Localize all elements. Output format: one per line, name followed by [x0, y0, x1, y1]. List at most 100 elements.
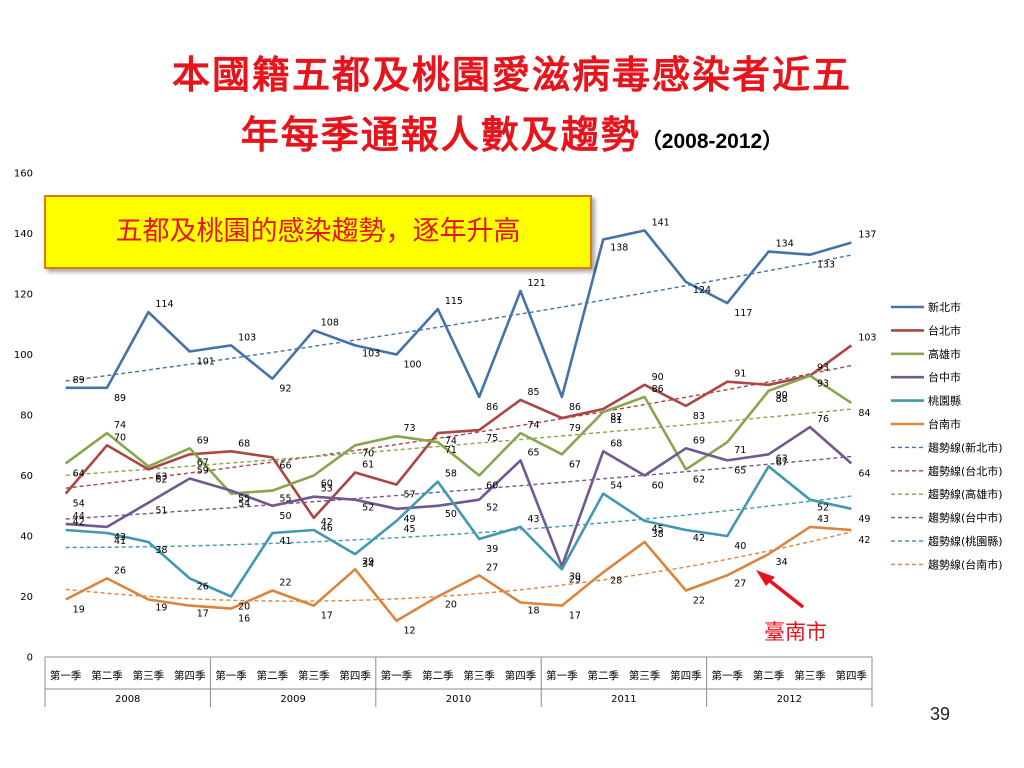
x-tick-label: 第四季: [670, 669, 702, 682]
data-label: 12: [403, 626, 415, 637]
data-label: 17: [569, 611, 581, 622]
legend-label: 趨勢線(高雄市): [928, 487, 1003, 501]
data-label: 49: [403, 514, 415, 525]
data-label: 27: [486, 562, 498, 573]
series-line: [65, 229, 852, 399]
data-label: 92: [279, 384, 291, 395]
data-label: 18: [528, 606, 540, 617]
trendline: [65, 495, 852, 549]
data-label: 74: [528, 420, 540, 431]
data-label: 34: [362, 559, 374, 570]
y-tick-label: 40: [20, 532, 33, 543]
data-label: 86: [486, 402, 498, 413]
data-label: 41: [279, 536, 291, 547]
arrow-head: [756, 570, 775, 586]
annotation-arrow: [756, 570, 805, 609]
data-label: 137: [858, 230, 876, 241]
data-label: 22: [279, 577, 291, 588]
data-label: 93: [817, 379, 829, 390]
data-label: 84: [858, 408, 870, 419]
data-label: 62: [693, 474, 705, 485]
data-label: 20: [445, 600, 457, 611]
data-label: 54: [238, 499, 250, 510]
data-label: 83: [693, 411, 705, 422]
legend-label: 新北市: [928, 300, 961, 314]
legend-label: 台北市: [928, 323, 961, 337]
x-tick-label: 第二季: [422, 669, 454, 682]
y-tick-label: 60: [20, 471, 33, 482]
data-label: 68: [238, 438, 250, 449]
data-label: 52: [362, 503, 374, 514]
data-label: 42: [321, 517, 333, 528]
data-label: 46: [321, 523, 333, 534]
slide-title-line1: 本國籍五都及桃園愛滋病毒感染者近五: [171, 52, 852, 97]
x-tick-label: 第三季: [133, 669, 165, 682]
data-label: 124: [693, 285, 711, 296]
data-label: 52: [817, 503, 829, 514]
data-label: 45: [403, 524, 415, 535]
x-tick-label: 第四季: [836, 669, 868, 682]
data-label: 100: [403, 360, 421, 371]
data-label: 67: [569, 459, 581, 470]
data-label: 39: [486, 544, 498, 555]
data-label: 93: [817, 363, 829, 374]
x-tick-label: 第四季: [339, 669, 371, 682]
data-label: 85: [528, 387, 540, 398]
y-tick-label: 120: [14, 290, 33, 301]
legend-label: 趨勢線(台北市): [928, 464, 1003, 478]
data-label: 65: [528, 447, 540, 458]
data-label: 57: [403, 490, 415, 501]
data-label: 50: [279, 511, 291, 522]
data-label: 26: [114, 565, 126, 576]
x-tick-label: 第一季: [50, 669, 82, 682]
legend-label: 趨勢線(台南市): [928, 557, 1003, 571]
year-label: 2012: [777, 694, 802, 705]
data-label: 103: [858, 332, 876, 343]
data-label: 42: [858, 535, 870, 546]
data-label: 108: [321, 317, 339, 328]
data-label: 74: [445, 436, 457, 447]
series-line: [64, 344, 853, 520]
data-label: 29: [569, 574, 581, 585]
x-tick-label: 第三季: [298, 669, 330, 682]
legend-label: 趨勢線(新北市): [928, 440, 1003, 454]
data-label: 62: [155, 474, 167, 485]
data-label: 50: [445, 509, 457, 520]
data-label: 73: [403, 423, 415, 434]
data-label: 43: [114, 532, 126, 543]
data-label: 67: [197, 457, 209, 468]
data-label: 134: [776, 239, 794, 250]
data-label: 86: [652, 384, 664, 395]
x-tick-label: 第二季: [753, 669, 785, 682]
data-label: 60: [486, 481, 498, 492]
x-tick-label: 第三季: [463, 669, 495, 682]
slide-title-line2: 年每季通報人數及趨勢（2008-2012）: [0, 104, 1024, 159]
data-label: 42: [693, 533, 705, 544]
legend-label: 趨勢線(台中市): [928, 511, 1003, 525]
data-label: 27: [734, 578, 746, 589]
data-label: 26: [197, 581, 209, 592]
data-label: 19: [155, 603, 167, 614]
data-label: 133: [817, 260, 835, 271]
data-label: 30: [569, 571, 581, 582]
data-label: 55: [238, 494, 250, 505]
year-label: 2010: [446, 694, 471, 705]
y-tick-label: 80: [20, 411, 33, 422]
data-label: 86: [569, 402, 581, 413]
data-label: 51: [155, 506, 167, 517]
data-label: 64: [858, 468, 870, 479]
x-tick-label: 第四季: [505, 669, 537, 682]
data-label: 69: [693, 435, 705, 446]
data-label: 58: [445, 469, 457, 480]
data-label: 49: [858, 514, 870, 525]
data-label: 66: [279, 460, 291, 471]
data-label: 75: [486, 433, 498, 444]
x-tick-label: 第一季: [546, 669, 578, 682]
data-label: 54: [73, 499, 85, 510]
legend-label: 台中市: [928, 370, 961, 384]
y-tick-label: 100: [14, 350, 33, 361]
data-label: 40: [734, 541, 746, 552]
data-label: 44: [73, 511, 85, 522]
y-tick-label: 160: [14, 169, 33, 180]
year-label: 2008: [115, 694, 140, 705]
